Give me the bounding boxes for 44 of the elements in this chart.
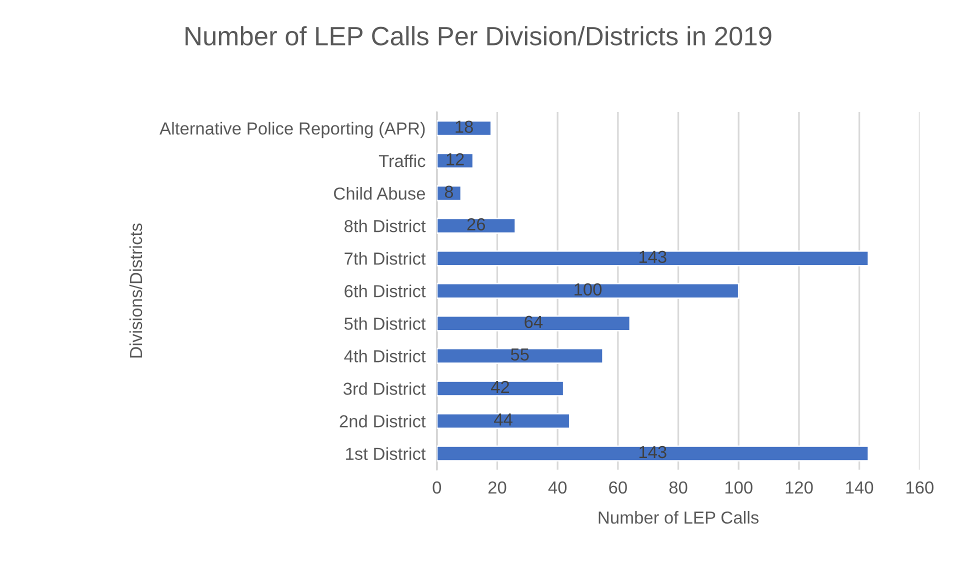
bar [436, 218, 516, 234]
x-tick-label: 120 [786, 481, 813, 494]
y-axis-title: Divisions/Districts [129, 223, 142, 358]
y-tick-label: 2nd District [340, 414, 426, 428]
x-tick-label: 60 [609, 481, 627, 494]
y-tick-label: 1st District [346, 447, 426, 460]
x-tick-label: 0 [432, 481, 442, 494]
data-label: 143 [639, 446, 666, 458]
bar [436, 446, 870, 462]
data-label: 26 [467, 218, 486, 230]
chart-title: Number of LEP Calls Per Division/Districts in 2019 [186, 26, 772, 46]
bar [436, 120, 492, 136]
x-tick-label: 80 [669, 481, 688, 494]
x-tick-label: 160 [906, 481, 934, 494]
x-tick-label: 100 [725, 481, 752, 494]
data-label: 12 [446, 153, 464, 166]
y-tick-label: 4th District [344, 350, 426, 362]
data-label: 8 [444, 186, 454, 198]
y-tick-label: 3rd District [343, 382, 426, 395]
y-tick-label: Traffic [378, 154, 426, 168]
bar [436, 348, 604, 364]
bar [436, 152, 474, 169]
y-tick-label: Alternative Police Reporting (APR) [160, 122, 425, 138]
y-tick-label: 7th District [344, 252, 426, 265]
data-label: 55 [510, 348, 529, 361]
bar [436, 282, 740, 299]
y-tick-label: Child Abuse [334, 186, 426, 200]
data-label: 143 [639, 250, 666, 263]
bar [436, 315, 631, 332]
y-tick-label: 6th District [344, 284, 426, 298]
data-label: 100 [574, 283, 602, 296]
data-label: 42 [491, 380, 510, 393]
data-label: 64 [524, 316, 543, 328]
bar [436, 250, 870, 266]
x-tick-label: 20 [488, 481, 506, 494]
y-tick-label: 8th District [344, 220, 426, 232]
x-tick-label: 40 [548, 481, 567, 494]
bar [436, 412, 570, 430]
x-axis-title: Number of LEP Calls [598, 510, 759, 524]
x-tick-label: 140 [846, 481, 874, 494]
y-tick-label: 5th District [344, 317, 426, 330]
bar [436, 380, 564, 396]
data-label: 44 [494, 414, 512, 426]
data-label: 18 [456, 120, 473, 133]
